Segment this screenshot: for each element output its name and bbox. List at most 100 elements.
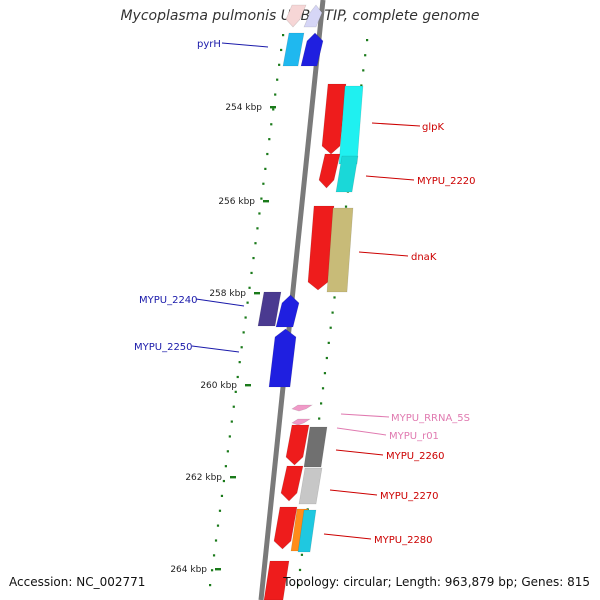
gene-feature bbox=[285, 4, 307, 28]
gene-label: MYPU_2250 bbox=[134, 342, 193, 353]
gene-feature bbox=[297, 509, 317, 553]
guide-dot-right bbox=[329, 326, 332, 329]
gene-leader-line bbox=[340, 413, 390, 418]
guide-dot-right bbox=[360, 84, 363, 87]
scale-tick-label: 264 kbp bbox=[170, 565, 207, 575]
guide-dot-right bbox=[327, 341, 330, 344]
guide-dot-left bbox=[264, 167, 267, 170]
guide-dot-left bbox=[224, 465, 227, 468]
guide-dot-left bbox=[232, 405, 235, 408]
guide-dot-right bbox=[366, 39, 369, 42]
scale-tick bbox=[254, 292, 260, 295]
guide-dot-left bbox=[240, 346, 243, 349]
gene-feature bbox=[268, 328, 297, 388]
scale-tick bbox=[245, 384, 251, 387]
guide-dot-left bbox=[272, 108, 275, 111]
guide-dot-left bbox=[250, 271, 253, 275]
gene-label: MYPU_2280 bbox=[374, 535, 433, 546]
accession-text: Accession: NC_002771 bbox=[9, 575, 146, 589]
gene-feature bbox=[303, 4, 323, 28]
gene-feature bbox=[280, 465, 304, 502]
guide-dot-left bbox=[218, 509, 222, 512]
gene-leader-line bbox=[365, 175, 415, 181]
scale-tick-label: 254 kbp bbox=[225, 103, 262, 113]
guide-dot-left bbox=[214, 539, 218, 542]
gene-leader-line bbox=[329, 489, 378, 496]
guide-dot-left bbox=[278, 63, 281, 66]
guide-dot-left bbox=[238, 361, 241, 364]
scale-tick-label: 258 kbp bbox=[209, 289, 246, 299]
gene-feature bbox=[300, 32, 324, 67]
guide-dot-right bbox=[298, 568, 302, 572]
guide-dot-right bbox=[323, 372, 327, 375]
guide-dot-right bbox=[318, 417, 321, 420]
guide-dot-left bbox=[248, 286, 251, 289]
guide-dot-left bbox=[266, 152, 269, 156]
gene-feature bbox=[291, 404, 314, 412]
gene-label: MYPU_r01 bbox=[389, 431, 439, 442]
guide-dot-right bbox=[344, 205, 348, 208]
gene-feature bbox=[263, 560, 290, 600]
guide-dot-left bbox=[280, 48, 283, 52]
guide-dot-left bbox=[230, 420, 233, 423]
guide-dot-right bbox=[325, 356, 328, 360]
gene-feature bbox=[275, 294, 300, 328]
scale-ticks: 254 kbp 256 kbp 258 kbp 260 kbp 262 kbp 264 k… bbox=[170, 103, 276, 575]
gene-leader-line bbox=[336, 427, 387, 436]
gene-leader-line bbox=[323, 533, 372, 540]
guide-dot-left bbox=[282, 34, 285, 37]
guide-dot-left bbox=[260, 197, 263, 200]
gene-leader-line bbox=[191, 345, 240, 353]
gene-label: pyrH bbox=[197, 39, 221, 50]
guide-dot-left bbox=[258, 212, 261, 215]
gene-feature bbox=[321, 83, 347, 155]
guide-dot-left bbox=[274, 93, 277, 96]
scale-tick bbox=[215, 568, 221, 571]
scale-tick-label: 262 kbp bbox=[185, 473, 222, 483]
guide-dot-left bbox=[222, 479, 226, 483]
genome-summary-text: Topology: circular; Length: 963,879 bp; … bbox=[283, 575, 590, 589]
gene-feature bbox=[318, 153, 341, 189]
guide-dot-left bbox=[216, 524, 220, 527]
gene-feature bbox=[291, 418, 312, 426]
guide-dot-right bbox=[320, 402, 323, 405]
guide-dot-right bbox=[333, 296, 336, 299]
guide-dot-right bbox=[300, 553, 304, 556]
guide-dot-left bbox=[212, 554, 216, 557]
gene-feature bbox=[282, 32, 305, 67]
gene-feature bbox=[298, 467, 323, 505]
guide-dot-left bbox=[210, 569, 214, 572]
gene-feature bbox=[303, 426, 328, 468]
gene-leader-line bbox=[371, 122, 421, 127]
guide-dot-left bbox=[268, 138, 271, 141]
gene-labels: pyrH glpK MYPU_2220 dnaK MYPU_2240 MYPU_2250 M… bbox=[134, 39, 476, 546]
guide-dot-right bbox=[362, 69, 365, 72]
gene-label: MYPU_2220 bbox=[417, 176, 476, 187]
scale-tick bbox=[263, 200, 269, 203]
guide-dot-left bbox=[246, 301, 249, 304]
gene-feature bbox=[257, 291, 282, 327]
gene-label: MYPU_2260 bbox=[386, 451, 445, 462]
guide-dot-left bbox=[270, 123, 273, 126]
gene-leader-line bbox=[358, 251, 409, 257]
scale-tick-label: 260 kbp bbox=[200, 381, 237, 391]
gene-label: MYPU_2270 bbox=[380, 491, 439, 502]
scale-tick bbox=[270, 106, 276, 109]
guide-dot-right bbox=[364, 54, 367, 57]
gene-feature bbox=[335, 155, 359, 193]
gene-label: glpK bbox=[422, 122, 444, 133]
guide-dot-left bbox=[244, 316, 247, 319]
gene-feature bbox=[338, 85, 364, 165]
guide-dot-right bbox=[331, 311, 334, 314]
guide-dot-right bbox=[297, 584, 300, 587]
scale-tick-label: 256 kbp bbox=[218, 197, 255, 207]
gene-leader-line bbox=[195, 298, 245, 307]
gene-label: MYPU_2240 bbox=[139, 295, 198, 306]
gene-features bbox=[257, 4, 364, 600]
guide-dot-right bbox=[321, 387, 325, 390]
guide-dot-left bbox=[262, 182, 265, 185]
gene-feature bbox=[326, 207, 354, 293]
guide-dot-left bbox=[234, 390, 237, 393]
guide-dot-left bbox=[226, 450, 229, 453]
